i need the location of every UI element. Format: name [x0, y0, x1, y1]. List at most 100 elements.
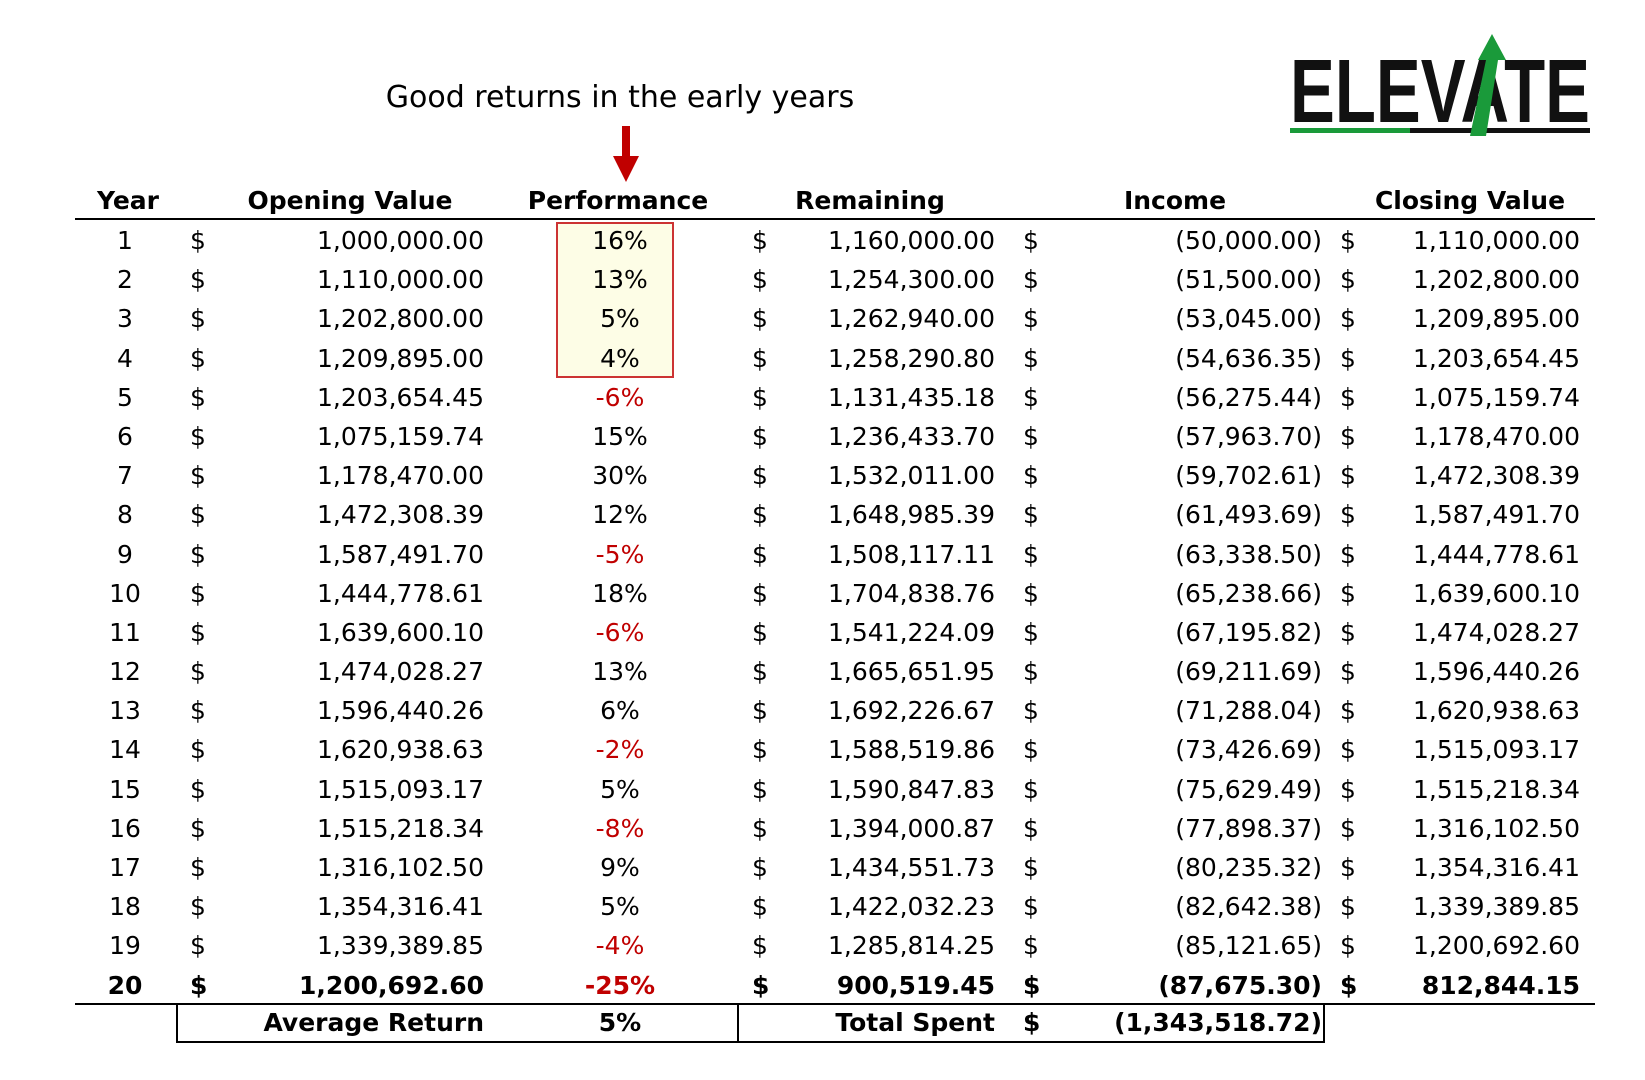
income-cell: (63,338.50)	[1175, 539, 1322, 569]
income-currency: $	[1023, 931, 1039, 961]
opening-value-cell: 1,639,600.10	[317, 617, 484, 647]
remaining-cell: 1,590,847.83	[828, 774, 995, 804]
table-row: 12 $1,474,028.27 13% $1,665,651.95 $ (69,211.…	[0, 652, 1645, 691]
remaining-currency: $	[752, 735, 768, 765]
table-row: 6 $1,075,159.74 15% $1,236,433.70 $ (57,963.7…	[0, 417, 1645, 456]
opening-value-cell: 1,472,308.39	[317, 500, 484, 530]
year-cell: 20	[107, 970, 143, 1000]
closing-currency: $	[1340, 853, 1356, 882]
income-cell: (65,238.66)	[1175, 578, 1322, 608]
income-cell: (87,675.30)	[1158, 970, 1322, 1000]
remaining-cell: 1,648,985.39	[828, 500, 995, 530]
closing-currency: $	[1340, 343, 1356, 373]
header-divider	[75, 218, 1595, 220]
opening-value-cell: 1,000,000.00	[317, 226, 484, 255]
remaining-currency: $	[752, 931, 768, 961]
income-cell: (75,629.49)	[1175, 774, 1322, 804]
remaining-currency: $	[752, 461, 768, 491]
income-currency: $	[1023, 774, 1039, 804]
opening-value-cell: 1,515,093.17	[317, 774, 484, 804]
table-row: 15 $1,515,093.17 5% $1,590,847.83 $ (75,629.4…	[0, 770, 1645, 809]
year-cell: 8	[117, 500, 133, 530]
income-cell: (77,898.37)	[1175, 813, 1322, 843]
opening-value-cell: 1,209,895.00	[317, 343, 484, 373]
income-currency: $	[1023, 892, 1039, 922]
opening-value-cell: 1,202,800.00	[317, 304, 484, 334]
opening-value-cell: 1,587,491.70	[317, 539, 484, 569]
income-currency: $	[1023, 539, 1039, 569]
opening-currency: $	[190, 735, 206, 765]
remaining-cell: 1,160,000.00	[828, 226, 995, 255]
annotation-text: Good returns in the early years	[385, 80, 855, 115]
performance-cell: 13%	[592, 657, 648, 687]
year-cell: 9	[117, 539, 133, 569]
total-spent-label: Total Spent	[835, 1008, 995, 1037]
performance-cell: -2%	[595, 735, 645, 765]
income-currency: $	[1023, 853, 1039, 882]
table-row: 9 $1,587,491.70 -5% $1,508,117.11 $ (63,338.5…	[0, 535, 1645, 574]
remaining-cell: 1,532,011.00	[828, 461, 995, 491]
data-table-body: 1 $1,000,000.00 16% $1,160,000.00 $ (50,000.0…	[0, 221, 1645, 1005]
closing-currency: $	[1340, 696, 1356, 726]
performance-cell: -5%	[595, 539, 645, 569]
income-currency: $	[1023, 500, 1039, 530]
performance-cell: -4%	[595, 931, 645, 961]
year-cell: 19	[109, 931, 141, 961]
income-currency: $	[1023, 735, 1039, 765]
table-row: 2 $1,110,000.00 13% $1,254,300.00 $ (51,500.0…	[0, 260, 1645, 299]
performance-cell: -6%	[595, 617, 645, 647]
remaining-cell: 1,508,117.11	[828, 539, 995, 569]
performance-cell: 4%	[600, 343, 640, 373]
average-return-box	[176, 1003, 739, 1043]
remaining-currency: $	[752, 304, 768, 334]
income-currency: $	[1023, 970, 1041, 1000]
total-spent-value: (1,343,518.72)	[1114, 1008, 1322, 1037]
early-years-highlight	[556, 222, 674, 378]
total-spent-box	[739, 1003, 1325, 1043]
header-closing-value: Closing Value	[1374, 186, 1566, 215]
income-cell: (67,195.82)	[1175, 617, 1322, 647]
opening-currency: $	[190, 382, 206, 412]
table-row: 8 $1,472,308.39 12% $1,648,985.39 $ (61,493.6…	[0, 495, 1645, 534]
closing-currency: $	[1340, 931, 1356, 961]
opening-value-cell: 1,474,028.27	[317, 657, 484, 687]
year-cell: 10	[109, 578, 141, 608]
year-cell: 17	[109, 853, 141, 882]
closing-value-cell: 1,075,159.74	[1413, 382, 1580, 412]
income-cell: (53,045.00)	[1175, 304, 1322, 334]
closing-value-cell: 1,639,600.10	[1413, 578, 1580, 608]
table-row: 13 $1,596,440.26 6% $1,692,226.67 $ (71,288.0…	[0, 691, 1645, 730]
closing-currency: $	[1340, 382, 1356, 412]
opening-value-cell: 1,178,470.00	[317, 461, 484, 491]
closing-currency: $	[1340, 774, 1356, 804]
year-cell: 14	[109, 735, 141, 765]
closing-value-cell: 1,515,093.17	[1413, 735, 1580, 765]
table-row: 16 $1,515,218.34 -8% $1,394,000.87 $ (77,898.…	[0, 809, 1645, 848]
closing-currency: $	[1340, 421, 1356, 451]
income-cell: (50,000.00)	[1175, 226, 1322, 255]
remaining-cell: 1,704,838.76	[828, 578, 995, 608]
year-cell: 5	[117, 382, 133, 412]
income-currency: $	[1023, 813, 1039, 843]
table-row: 17 $1,316,102.50 9% $1,434,551.73 $ (80,235.3…	[0, 848, 1645, 887]
income-currency: $	[1023, 265, 1039, 295]
remaining-cell: 1,541,224.09	[828, 617, 995, 647]
year-cell: 1	[117, 226, 133, 255]
income-currency: $	[1023, 617, 1039, 647]
table-row: 18 $1,354,316.41 5% $1,422,032.23 $ (82,642.3…	[0, 887, 1645, 926]
year-cell: 4	[117, 343, 133, 373]
table-row: 10 $1,444,778.61 18% $1,704,838.76 $ (65,238.…	[0, 574, 1645, 613]
income-currency: $	[1023, 657, 1039, 687]
table-row: 3 $1,202,800.00 5% $1,262,940.00 $ (53,045.00…	[0, 299, 1645, 338]
income-currency: $	[1023, 421, 1039, 451]
remaining-cell: 900,519.45	[836, 970, 995, 1000]
remaining-cell: 1,285,814.25	[828, 931, 995, 961]
header-opening-value: Opening Value	[247, 186, 453, 215]
income-cell: (56,275.44)	[1175, 382, 1322, 412]
closing-currency: $	[1340, 617, 1356, 647]
closing-value-cell: 1,203,654.45	[1413, 343, 1580, 373]
remaining-cell: 1,258,290.80	[828, 343, 995, 373]
closing-currency: $	[1340, 578, 1356, 608]
year-cell: 18	[109, 892, 141, 922]
remaining-cell: 1,254,300.00	[828, 265, 995, 295]
